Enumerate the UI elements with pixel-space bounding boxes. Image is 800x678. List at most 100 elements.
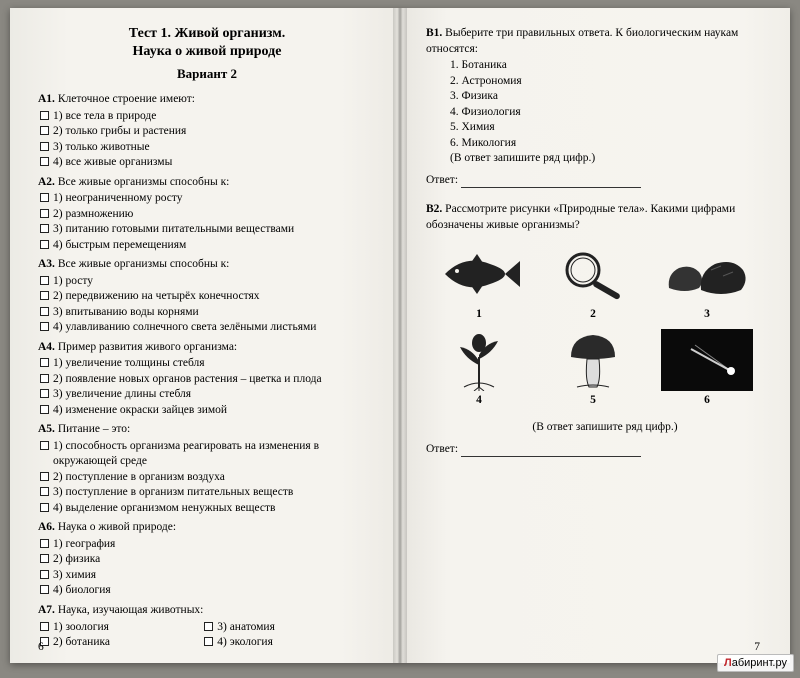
option[interactable]: 2) поступление в организм воздуха bbox=[40, 470, 376, 486]
page-number-left: 6 bbox=[38, 641, 44, 653]
question-a7: А7. Наука, изучающая животных: 1) зоолог… bbox=[38, 603, 376, 651]
magnifier-icon bbox=[553, 246, 633, 302]
checkbox-icon[interactable] bbox=[40, 193, 49, 202]
checkbox-icon[interactable] bbox=[40, 539, 49, 548]
checkbox-icon[interactable] bbox=[40, 472, 49, 481]
checkbox-icon[interactable] bbox=[40, 389, 49, 398]
checkbox-icon[interactable] bbox=[40, 374, 49, 383]
option[interactable]: 3) поступление в организм питательных ве… bbox=[40, 485, 376, 501]
option[interactable]: 4) выделение организмом ненужных веществ bbox=[40, 501, 376, 517]
test-title-line1: Тест 1. Живой организм. bbox=[38, 26, 376, 42]
question-a4: А4. Пример развития живого организма: 1)… bbox=[38, 340, 376, 419]
checkbox-icon[interactable] bbox=[40, 570, 49, 579]
checkbox-icon[interactable] bbox=[40, 224, 49, 233]
checkbox-icon[interactable] bbox=[204, 637, 213, 646]
watermark: Лабиринт.ру bbox=[717, 654, 794, 672]
option[interactable]: 4) экология bbox=[204, 635, 366, 651]
question-a2: А2. Все живые организмы способны к: 1) н… bbox=[38, 175, 376, 254]
note: (В ответ запишите ряд цифр.) bbox=[450, 151, 760, 167]
question-b2: В2. Рассмотрите рисунки «Природные тела»… bbox=[426, 202, 760, 457]
checkbox-icon[interactable] bbox=[40, 307, 49, 316]
option[interactable]: 2) ботаника bbox=[40, 635, 202, 651]
list-item: 4. Физиология bbox=[450, 105, 760, 121]
checkbox-icon[interactable] bbox=[40, 487, 49, 496]
option[interactable]: 2) передвижению на четырёх конечностях bbox=[40, 289, 376, 305]
comet-icon bbox=[661, 329, 753, 391]
option[interactable]: 2) физика bbox=[40, 552, 376, 568]
blank-line[interactable] bbox=[461, 447, 641, 457]
checkbox-icon[interactable] bbox=[40, 322, 49, 331]
mushroom-icon bbox=[563, 329, 623, 391]
fish-icon bbox=[435, 249, 523, 299]
page-left: Тест 1. Живой организм. Наука о живой пр… bbox=[10, 8, 400, 663]
option[interactable]: 3) питанию готовыми питательными веществ… bbox=[40, 222, 376, 238]
option[interactable]: 4) все живые организмы bbox=[40, 155, 376, 171]
figure-label: 1 bbox=[433, 307, 525, 323]
checkbox-icon[interactable] bbox=[40, 240, 49, 249]
list-item: 6. Микология bbox=[450, 136, 760, 152]
checkbox-icon[interactable] bbox=[204, 622, 213, 631]
figure-grid: 1 2 bbox=[426, 243, 760, 408]
checkbox-icon[interactable] bbox=[40, 291, 49, 300]
checkbox-icon[interactable] bbox=[40, 157, 49, 166]
list-item: 2. Астрономия bbox=[450, 74, 760, 90]
question-b1: В1. Выберите три правильных ответа. К би… bbox=[426, 26, 760, 188]
option[interactable]: 3) впитыванию воды корнями bbox=[40, 305, 376, 321]
checkbox-icon[interactable] bbox=[40, 276, 49, 285]
figure-magnifier: 2 bbox=[547, 243, 639, 323]
checkbox-icon[interactable] bbox=[40, 111, 49, 120]
option[interactable]: 3) анатомия bbox=[204, 620, 366, 636]
figure-label: 3 bbox=[661, 307, 753, 323]
list-item: 5. Химия bbox=[450, 120, 760, 136]
rocks-icon bbox=[661, 246, 753, 302]
question-a1: А1. Клеточное строение имеют: 1) все тел… bbox=[38, 92, 376, 171]
option[interactable]: 4) изменение окраски зайцев зимой bbox=[40, 403, 376, 419]
figure-label: 5 bbox=[547, 393, 639, 409]
checkbox-icon[interactable] bbox=[40, 209, 49, 218]
option[interactable]: 1) увеличение толщины стебля bbox=[40, 356, 376, 372]
checkbox-icon[interactable] bbox=[40, 358, 49, 367]
question-a3: А3. Все живые организмы способны к: 1) р… bbox=[38, 257, 376, 336]
checkbox-icon[interactable] bbox=[40, 503, 49, 512]
checkbox-icon[interactable] bbox=[40, 126, 49, 135]
option[interactable]: 2) появление новых органов растения – цв… bbox=[40, 372, 376, 388]
page-number-right: 7 bbox=[754, 641, 760, 653]
figure-mushroom: 5 bbox=[547, 329, 639, 409]
figure-sprout: 4 bbox=[433, 329, 525, 409]
option[interactable]: 4) быстрым перемещениям bbox=[40, 238, 376, 254]
test-title-line2: Наука о живой природе bbox=[38, 44, 376, 60]
option[interactable]: 1) способность организма реагировать на … bbox=[40, 439, 376, 470]
checkbox-icon[interactable] bbox=[40, 142, 49, 151]
option[interactable]: 2) размножению bbox=[40, 207, 376, 223]
checkbox-icon[interactable] bbox=[40, 622, 49, 631]
option[interactable]: 1) все тела в природе bbox=[40, 109, 376, 125]
option[interactable]: 1) география bbox=[40, 537, 376, 553]
option[interactable]: 1) неограниченному росту bbox=[40, 191, 376, 207]
option[interactable]: 4) улавливанию солнечного света зелёными… bbox=[40, 320, 376, 336]
figure-rocks: 3 bbox=[661, 243, 753, 323]
option[interactable]: 3) химия bbox=[40, 568, 376, 584]
watermark-icon: Л bbox=[724, 657, 732, 669]
blank-line[interactable] bbox=[461, 178, 641, 188]
watermark-text: абиринт.ру bbox=[732, 657, 787, 669]
checkbox-icon[interactable] bbox=[40, 554, 49, 563]
question-a6: А6. Наука о живой природе: 1) география … bbox=[38, 520, 376, 599]
option[interactable]: 1) росту bbox=[40, 274, 376, 290]
checkbox-icon[interactable] bbox=[40, 441, 49, 450]
book-spine bbox=[393, 8, 407, 663]
book-spread: Тест 1. Живой организм. Наука о живой пр… bbox=[10, 8, 790, 663]
variant-label: Вариант 2 bbox=[38, 66, 376, 82]
figure-label: 6 bbox=[661, 393, 753, 409]
option[interactable]: 2) только грибы и растения bbox=[40, 124, 376, 140]
answer-field[interactable]: Ответ: bbox=[426, 442, 760, 458]
option[interactable]: 4) биология bbox=[40, 583, 376, 599]
answer-field[interactable]: Ответ: bbox=[426, 173, 760, 189]
checkbox-icon[interactable] bbox=[40, 585, 49, 594]
checkbox-icon[interactable] bbox=[40, 405, 49, 414]
note: (В ответ запишите ряд цифр.) bbox=[450, 420, 760, 436]
option[interactable]: 3) только животные bbox=[40, 140, 376, 156]
option[interactable]: 1) зоология bbox=[40, 620, 202, 636]
question-a5: А5. Питание – это: 1) способность органи… bbox=[38, 422, 376, 516]
option[interactable]: 3) увеличение длины стебля bbox=[40, 387, 376, 403]
figure-label: 4 bbox=[433, 393, 525, 409]
